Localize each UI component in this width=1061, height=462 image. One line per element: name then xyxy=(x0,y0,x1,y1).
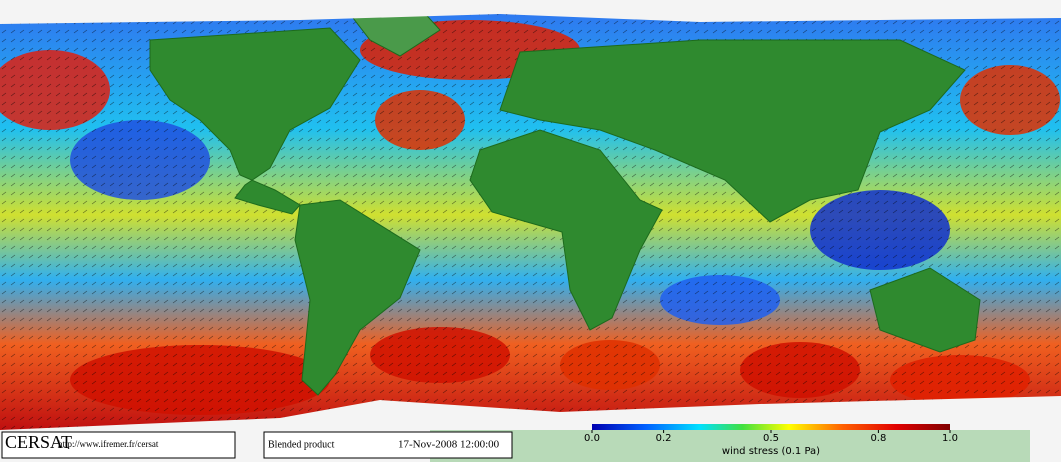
colorbar-ticks: 0.0 0.2 0.5 0.8 1.0 xyxy=(584,430,958,444)
australia xyxy=(869,267,981,353)
product-date: 17-Nov-2008 12:00:00 xyxy=(398,439,500,451)
colorbar xyxy=(592,424,950,430)
arctic xyxy=(0,0,1061,24)
continents xyxy=(149,7,981,396)
logo-box xyxy=(1,431,236,459)
logo: CERSAT xyxy=(5,432,72,452)
colorbar-tick-label: 1.0 xyxy=(942,433,958,444)
eurasia xyxy=(499,39,966,223)
colorbar-tick-label: 0.8 xyxy=(870,433,886,444)
colorbar-tick-label: 0.2 xyxy=(656,433,672,444)
south-america xyxy=(294,199,421,396)
colorbar-tick-label: 0.5 xyxy=(763,433,779,444)
antarctic-terrain xyxy=(430,430,1030,462)
north-america xyxy=(149,27,361,215)
product-name: Blended product xyxy=(268,439,335,450)
africa xyxy=(469,129,663,331)
colorbar-tick-label: 0.0 xyxy=(584,433,600,444)
colorbar-label: wind stress (0.1 Pa) xyxy=(722,446,820,457)
product-box xyxy=(263,431,513,459)
url[interactable]: http://www.ifremer.fr/cersat xyxy=(58,439,159,449)
